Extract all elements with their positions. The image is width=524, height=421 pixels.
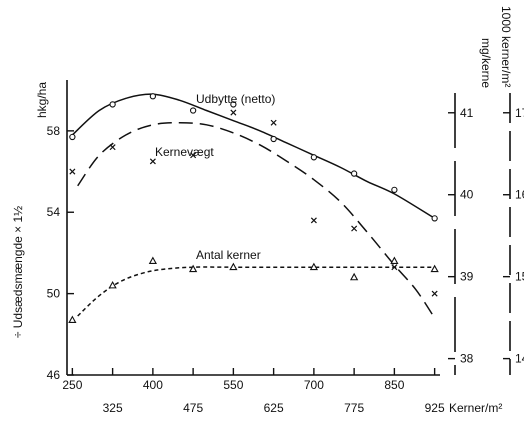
data-point-circle	[310, 154, 318, 161]
x-axis: Kerner/m²	[67, 374, 502, 415]
data-point-circle	[69, 133, 76, 141]
x-tick-label: 925	[425, 401, 445, 415]
data-point-circle	[109, 101, 116, 108]
secondary-tick-label: 39	[460, 270, 474, 284]
series-label-udbytte: Udbytte (netto)	[196, 92, 275, 106]
secondary-tick-label: 41	[460, 106, 474, 120]
data-point-triangle	[188, 264, 198, 273]
y-axis-label: ÷ Udsædsmængde × 1½	[11, 206, 25, 338]
secondary-axis-mg-unit: mg/kerne	[479, 38, 493, 88]
secondary-axis-mg: mg/kerne	[454, 38, 493, 375]
series-label-antal-kerner: Antal kerner	[196, 248, 261, 262]
data-point-x	[310, 217, 317, 224]
data-point-x	[351, 225, 358, 232]
y-tick-label: 46	[47, 368, 61, 382]
x-tick-label: 850	[384, 378, 404, 392]
secondary-tick-label: 16	[515, 188, 524, 202]
data-point-circle	[149, 93, 157, 100]
data-point-x	[190, 152, 197, 159]
x-tick-label: 775	[344, 401, 364, 415]
data-point-triangle	[430, 264, 439, 273]
marker-layer	[68, 93, 439, 324]
data-point-x	[149, 158, 156, 165]
series-label-kernevaegt: Kernevægt	[155, 145, 214, 159]
curve-layer	[71, 93, 436, 319]
y-axis-unit: hkg/ha	[35, 82, 49, 118]
x-tick-label: 550	[223, 378, 243, 392]
data-point-triangle	[108, 280, 117, 289]
data-point-x	[69, 168, 76, 175]
data-point-triangle	[68, 315, 77, 324]
y-tick-label: 50	[47, 287, 61, 301]
data-point-x	[109, 144, 116, 151]
data-point-x	[431, 290, 438, 297]
secondary-axis-kerner-unit: 1000 kerner/m²	[499, 6, 513, 87]
series-line-2	[77, 266, 435, 317]
x-tick-label: 250	[62, 378, 82, 392]
secondary-tick-label: 40	[460, 188, 474, 202]
series-line-1	[77, 121, 436, 319]
data-point-triangle	[390, 256, 399, 265]
data-point-x	[270, 119, 277, 126]
secondary-tick-label: 38	[460, 352, 474, 366]
data-point-circle	[350, 170, 358, 177]
data-point-triangle	[309, 262, 319, 271]
x-tick-label: 625	[264, 401, 284, 415]
data-point-circle	[270, 135, 277, 143]
x-tick-label: 325	[103, 401, 123, 415]
secondary-axis-kerner: 1000 kerner/m²	[499, 6, 513, 375]
data-point-circle	[431, 215, 438, 222]
secondary-tick-label: 14	[515, 352, 524, 366]
tick-layer: 46 50 54 58 250 325 400 475 550 625 700 775 850 925 38…	[47, 106, 524, 415]
data-point-triangle	[229, 262, 238, 271]
series-line-0	[71, 93, 435, 219]
x-tick-label: 700	[304, 378, 324, 392]
data-point-x	[391, 264, 398, 271]
data-point-x	[230, 109, 237, 116]
x-tick-label: 400	[143, 378, 163, 392]
secondary-tick-label: 15	[515, 270, 524, 284]
secondary-tick-label: 17	[515, 106, 524, 120]
y-tick-label: 54	[47, 205, 61, 219]
y-axis-left: hkg/ha ÷ Udsædsmængde × 1½	[11, 80, 68, 375]
data-point-circle	[230, 101, 237, 108]
data-point-triangle	[349, 272, 359, 281]
series-labels: Udbytte (netto) Kernevægt Antal kerner	[155, 92, 275, 262]
y-tick-label: 58	[47, 124, 61, 138]
data-point-circle	[391, 186, 398, 194]
x-tick-label: 475	[183, 401, 203, 415]
x-axis-unit: Kerner/m²	[449, 401, 502, 415]
data-point-circle	[189, 107, 197, 114]
data-point-triangle	[148, 256, 158, 265]
